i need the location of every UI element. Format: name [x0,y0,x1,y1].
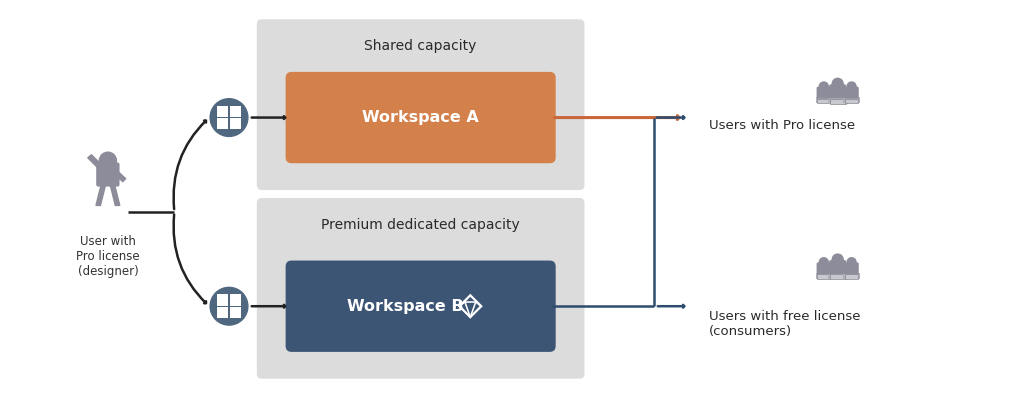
FancyBboxPatch shape [827,97,848,104]
Polygon shape [115,171,126,182]
FancyBboxPatch shape [816,86,830,99]
Bar [217,106,228,117]
Bar [217,294,228,306]
Bar [229,118,241,129]
Circle shape [210,287,248,325]
Text: Shared capacity: Shared capacity [365,39,477,53]
FancyBboxPatch shape [816,97,831,103]
FancyBboxPatch shape [286,261,556,352]
FancyBboxPatch shape [829,99,846,104]
Circle shape [847,258,856,267]
FancyBboxPatch shape [845,86,859,99]
Bar [229,294,241,306]
Circle shape [819,82,828,91]
Circle shape [833,78,843,89]
FancyBboxPatch shape [816,263,830,274]
Text: Users with free license
(consumers): Users with free license (consumers) [709,310,860,338]
Polygon shape [88,155,102,168]
Circle shape [833,254,843,265]
FancyBboxPatch shape [844,273,860,279]
FancyBboxPatch shape [257,198,585,379]
Text: Premium dedicated capacity: Premium dedicated capacity [322,218,520,232]
Bar [217,118,228,129]
Text: Users with Pro license: Users with Pro license [709,119,855,132]
FancyBboxPatch shape [829,260,846,274]
FancyBboxPatch shape [829,274,846,279]
FancyBboxPatch shape [845,274,858,279]
FancyBboxPatch shape [257,19,585,190]
FancyBboxPatch shape [845,263,859,274]
FancyBboxPatch shape [96,162,120,187]
FancyBboxPatch shape [845,99,858,103]
FancyBboxPatch shape [829,84,846,98]
FancyBboxPatch shape [844,97,860,103]
FancyBboxPatch shape [827,272,848,279]
Bar [229,307,241,318]
Circle shape [819,258,828,267]
Text: Workspace B: Workspace B [347,299,464,314]
FancyBboxPatch shape [817,99,830,103]
Circle shape [210,99,248,136]
Polygon shape [96,185,105,206]
Circle shape [99,152,117,169]
Text: User with
Pro license
(designer): User with Pro license (designer) [76,235,139,278]
Polygon shape [111,185,120,206]
FancyBboxPatch shape [816,273,831,279]
FancyBboxPatch shape [286,72,556,163]
Bar [229,106,241,117]
Bar [217,307,228,318]
FancyBboxPatch shape [817,274,830,279]
Circle shape [847,82,856,91]
Text: Workspace A: Workspace A [362,110,479,125]
